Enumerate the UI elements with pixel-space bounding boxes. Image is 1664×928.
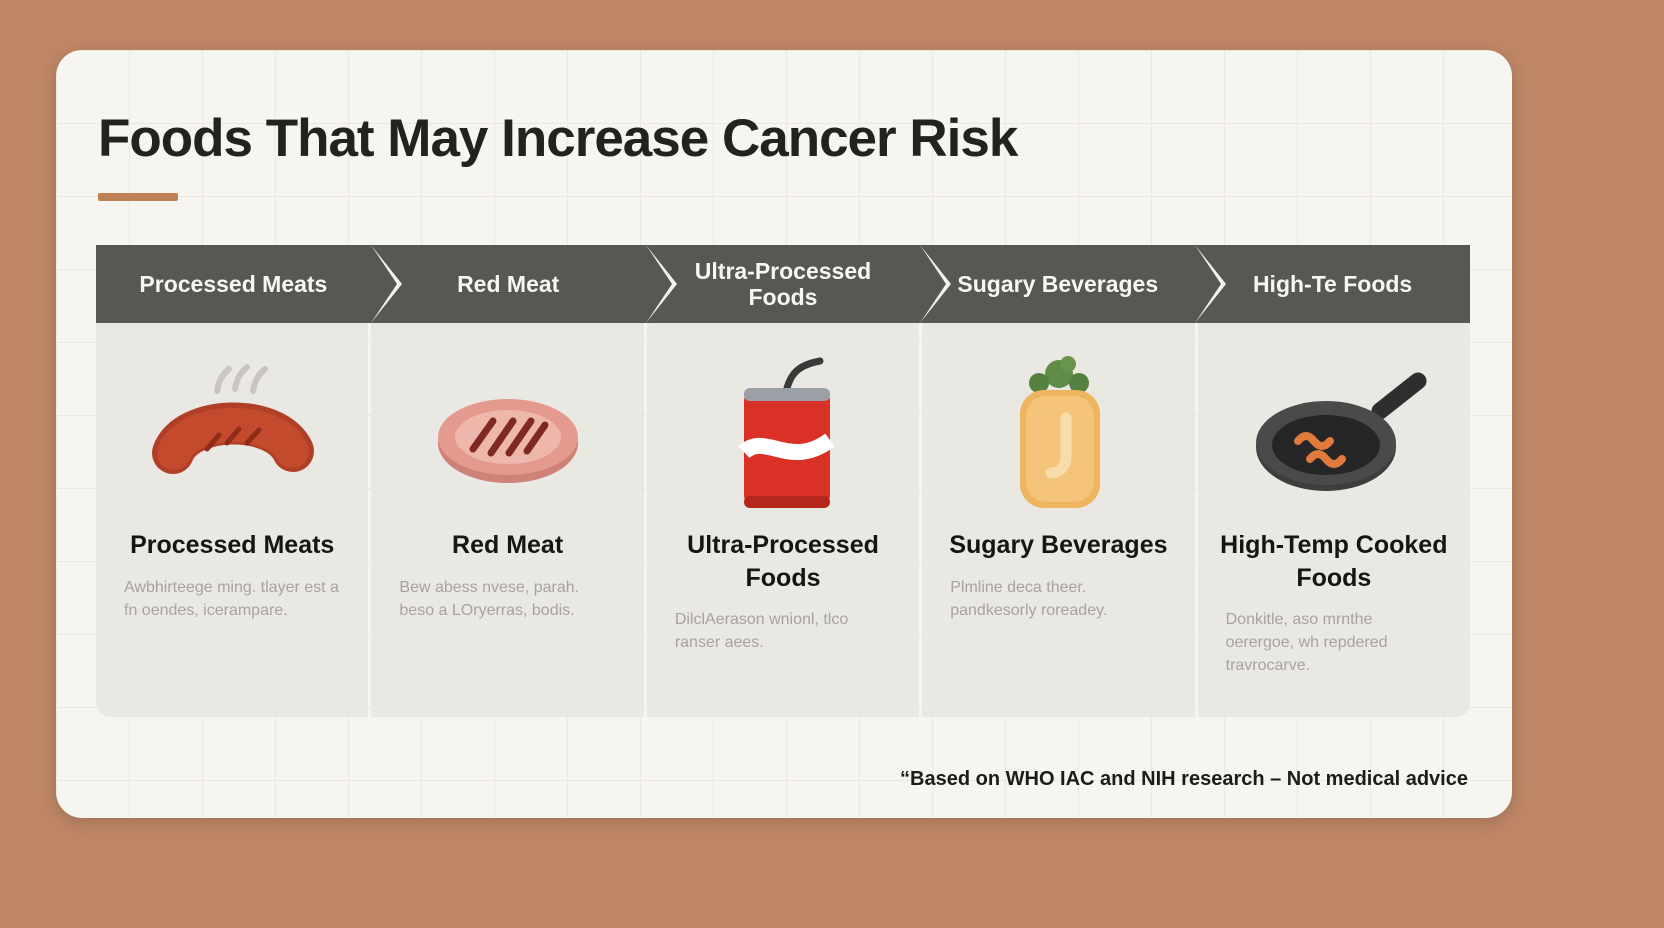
banner-label: Red Meat: [457, 270, 560, 297]
column-red-meat: Red Meat Bew abess nvese, parah. beso a …: [371, 323, 644, 717]
title-underline: [98, 193, 178, 201]
column-description: Awbhirteege ming. tlayer est a fn oendes…: [124, 578, 339, 619]
icon-wrap: [698, 323, 868, 527]
banner-item-processed-meats: Processed Meats: [96, 245, 402, 323]
sausage-icon: [152, 364, 315, 474]
column-title: Ultra-Processed Foods: [687, 531, 879, 592]
banner-item-sugary-beverages: Sugary Beverages: [920, 245, 1226, 323]
banner-label: Sugary Beverages: [957, 270, 1159, 297]
icon-wrap: [423, 323, 593, 527]
column-title: Processed Meats: [130, 531, 335, 559]
frying-pan-icon: [1255, 372, 1427, 491]
column-description: Donkitle, aso mrnthe oerergoe, wh repder…: [1225, 611, 1388, 675]
banner-item-red-meat: Red Meat: [370, 245, 677, 323]
column-high-temp: High-Temp Cooked Foods Donkitle, aso mrn…: [1197, 323, 1471, 717]
banner-label: High-Te Foods: [1252, 270, 1413, 297]
banner-item-high-temp: High-Te Foods: [1195, 245, 1470, 323]
banner-label: Ultra-Processed Foods: [694, 257, 872, 310]
infographic-card: Foods That May Increase Cancer Risk Proc…: [56, 50, 1512, 818]
icon-wrap: [1234, 323, 1434, 527]
banner-item-ultra-processed: Ultra-Processed Foods: [645, 245, 952, 323]
column-description: DilclAerason wnionl, tlco ranser aees.: [674, 611, 849, 652]
soda-can-icon: [738, 357, 835, 508]
column-description: Bew abess nvese, parah. beso a LOryerras…: [399, 578, 580, 619]
icon-wrap: [147, 323, 317, 527]
steak-icon: [437, 399, 578, 483]
column-ultra-processed: Ultra-Processed Foods DilclAerason wnion…: [646, 323, 920, 717]
column-title: Red Meat: [452, 531, 564, 559]
banner-label: Processed Meats: [139, 270, 328, 297]
category-columns: Processed Meats Awbhirteege ming. tlayer…: [96, 323, 1471, 717]
column-title: Sugary Beverages: [949, 531, 1168, 559]
icon-wrap: [973, 323, 1143, 527]
column-title: High-Temp Cooked Foods: [1220, 531, 1448, 592]
category-banner: Processed Meats Red Meat Ultra-Processed…: [96, 245, 1470, 323]
column-description: Plmline deca theer. pandkesorly roreadey…: [950, 578, 1108, 619]
page-title: Foods That May Increase Cancer Risk: [98, 109, 1018, 168]
sugary-drink-icon: [1020, 356, 1101, 508]
disclaimer-note: “Based on WHO IAC and NIH research – Not…: [900, 768, 1468, 790]
column-processed-meats: Processed Meats Awbhirteege ming. tlayer…: [96, 323, 369, 717]
column-sugary-beverages: Sugary Beverages Plmline deca theer. pan…: [922, 323, 1195, 717]
